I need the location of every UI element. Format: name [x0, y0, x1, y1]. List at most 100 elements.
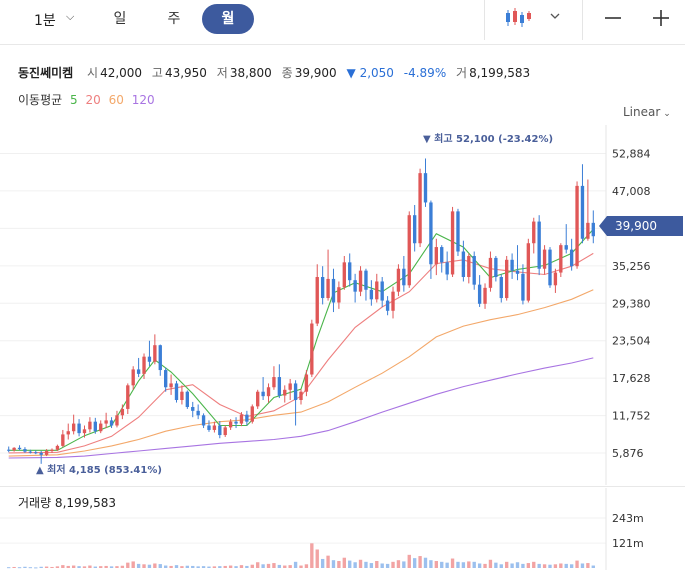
candle-body: [391, 291, 395, 311]
volume-bar: [548, 564, 552, 568]
candle-body: [342, 262, 346, 288]
volume-bar: [364, 561, 368, 568]
ma-legend-label: 이동평균: [18, 93, 63, 107]
plus-icon[interactable]: [651, 8, 671, 28]
price-tick-label: 47,008: [612, 185, 651, 198]
volume-bar: [228, 565, 233, 568]
price-tick-label: 29,380: [612, 297, 651, 310]
candle-body: [185, 391, 190, 408]
volume-bar: [461, 562, 466, 568]
candle-body: [515, 270, 520, 274]
volume-bar: [532, 561, 536, 568]
candle-body: [494, 257, 498, 278]
candle-body: [331, 278, 336, 303]
candle-body: [77, 423, 81, 434]
volume-bar: [434, 561, 438, 568]
tab-week[interactable]: 주: [167, 11, 181, 27]
candle-body: [131, 369, 135, 386]
candle-body: [553, 272, 558, 286]
candle-body: [412, 215, 417, 244]
volume-bar: [17, 567, 22, 569]
volume-bar: [450, 558, 455, 568]
volume-bar: [7, 567, 11, 569]
high-annotation: ▼ 최고 52,100 (-23.42%): [423, 132, 553, 145]
volume-bar: [580, 563, 585, 568]
candle-body: [450, 211, 455, 275]
volume-bar: [348, 560, 352, 568]
candle-body: [201, 415, 206, 426]
candle-body: [483, 287, 487, 304]
price-tick-label: 23,504: [612, 335, 651, 348]
scale-select[interactable]: Linear ⌄: [623, 105, 671, 119]
volume-bar: [82, 566, 87, 568]
candle-body: [304, 374, 309, 392]
minus-icon[interactable]: [603, 8, 623, 28]
chevron-down-icon: ⌵: [66, 10, 75, 23]
price-tick-label: 5,876: [612, 447, 644, 460]
candle-body: [418, 173, 422, 244]
candle-body: [488, 257, 493, 288]
volume-bar: [164, 565, 168, 568]
volume-bar: [23, 566, 27, 568]
candle-body: [191, 407, 195, 411]
volume-bar: [234, 566, 238, 568]
candle-body: [239, 414, 244, 424]
candle-body: [17, 447, 22, 450]
candle-body: [440, 247, 444, 263]
volume-bar: [174, 565, 179, 568]
candle-body: [369, 289, 374, 300]
volume-bar: [28, 567, 33, 569]
tab-day[interactable]: 일: [113, 11, 127, 27]
volume-bar: [483, 563, 487, 568]
chevron-down-icon: [550, 13, 560, 19]
volume-bar: [526, 563, 531, 568]
candle-body: [66, 431, 70, 435]
candle-body: [299, 391, 303, 400]
volume-bar: [39, 566, 43, 568]
price-axis: 52,88447,00841,13235,25629,38023,50417,6…: [605, 125, 651, 485]
ma20-line: [8, 252, 594, 454]
candle-body: [542, 249, 547, 269]
volume-bar: [109, 566, 114, 568]
high-label: 고: [151, 66, 163, 80]
volume-bar: [131, 561, 135, 568]
candlestick-icon: [506, 8, 531, 27]
candle-body: [380, 281, 384, 301]
ma-legend-120: 120: [131, 93, 155, 107]
volume-bar: [429, 560, 433, 568]
candle-body: [348, 262, 352, 281]
volume-bar: [477, 563, 482, 568]
candle-body: [407, 215, 411, 286]
volume-bar: [402, 561, 406, 568]
candle-body: [88, 421, 92, 430]
candle-body: [250, 406, 254, 422]
interval-select[interactable]: 1분 ⌵: [28, 8, 88, 30]
volume-bar: [283, 565, 287, 568]
volume-bar: [71, 565, 76, 568]
volume-bar: [142, 564, 146, 568]
volume-label: 거: [456, 66, 468, 80]
volume-bar: [158, 564, 162, 568]
volume-chart[interactable]: 243m 121m: [0, 488, 685, 570]
volume-bar: [353, 562, 357, 568]
volume-tick-label: 243m: [612, 512, 644, 525]
candle-body: [580, 185, 585, 239]
volume-bar: [591, 565, 595, 568]
candle-body: [115, 415, 119, 426]
price-tick-label: 52,884: [612, 147, 651, 160]
open-value: 42,000: [100, 66, 143, 80]
candle-body: [261, 391, 265, 397]
volume-bar: [266, 563, 271, 568]
candle-body: [23, 449, 27, 452]
candle-body: [34, 452, 38, 454]
chart-type-button[interactable]: [500, 6, 564, 34]
volume-bar: [505, 561, 509, 568]
volume-bar: [115, 566, 119, 568]
candle-body: [174, 383, 179, 400]
volume-bar: [256, 562, 260, 568]
candle-body: [218, 425, 222, 436]
volume-bar: [261, 564, 265, 568]
price-chart[interactable]: 52,88447,00841,13235,25629,38023,50417,6…: [0, 125, 685, 485]
candle-body: [429, 202, 433, 265]
tab-month[interactable]: 월: [202, 4, 254, 34]
